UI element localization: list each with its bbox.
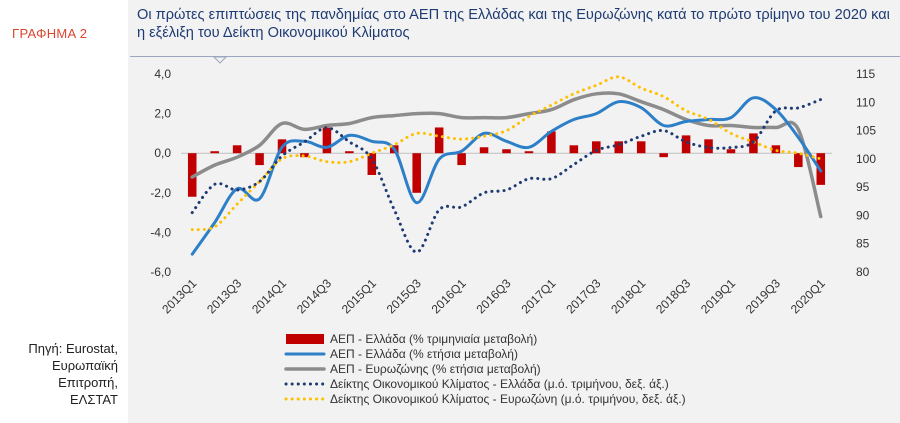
- y-left-tick-label: -4,0: [150, 225, 171, 239]
- bar-gdp-greece-qoq: [726, 149, 736, 154]
- x-tick-label: 2015Q1: [339, 276, 379, 316]
- title-callout-notch: [212, 56, 228, 64]
- y-left-tick-label: -6,0: [150, 265, 171, 279]
- bar-gdp-greece-qoq: [704, 139, 713, 154]
- figure-label: ΓΡΑΦΗΜΑ 2: [12, 26, 88, 41]
- x-tick-label: 2018Q1: [608, 276, 648, 316]
- bar-gdp-greece-qoq: [255, 153, 264, 166]
- x-tick-label: 2015Q3: [384, 276, 424, 316]
- x-tick-label: 2016Q3: [474, 276, 514, 316]
- y-right-tick-label: 115: [856, 67, 875, 81]
- bar-gdp-greece-qoq: [659, 153, 668, 158]
- y-right-tick-label: 105: [856, 124, 876, 138]
- bar-gdp-greece-qoq: [210, 151, 219, 154]
- x-tick-label: 2019Q1: [698, 276, 738, 316]
- x-tick-label: 2018Q3: [653, 276, 693, 316]
- y-left-tick-label: -2,0: [150, 186, 171, 200]
- bar-gdp-greece-qoq: [502, 149, 511, 154]
- bar-gdp-greece-qoq: [412, 153, 421, 193]
- chart-title: Οι πρώτες επιπτώσεις της πανδημίας στο Α…: [137, 7, 890, 41]
- source-note: Πηγή: Eurostat, Ευρωπαϊκή Επιτροπή, ΕΛΣΤ…: [28, 341, 118, 407]
- bar-gdp-greece-qoq: [232, 145, 242, 154]
- y-right-tick-label: 110: [856, 95, 875, 109]
- bar-gdp-greece-qoq: [345, 151, 354, 154]
- bar-gdp-greece-qoq: [681, 135, 691, 154]
- bar-gdp-greece-qoq: [569, 145, 579, 154]
- bar-gdp-greece-qoq: [322, 127, 332, 154]
- bar-gdp-greece-qoq: [592, 141, 601, 154]
- legend-swatch-gdp-greece-qoq: [286, 334, 324, 344]
- bar-gdp-greece-qoq: [457, 153, 466, 166]
- x-tick-label: 2017Q1: [518, 276, 558, 316]
- bar-gdp-greece-qoq: [434, 127, 444, 154]
- y-left-tick-label: 4,0: [154, 67, 171, 81]
- x-tick-label: 2014Q3: [294, 276, 334, 316]
- x-tick-label: 2013Q3: [204, 276, 244, 316]
- x-tick-label: 2016Q1: [429, 276, 469, 316]
- bar-gdp-greece-qoq: [614, 141, 624, 154]
- bar-gdp-greece-qoq: [547, 131, 556, 154]
- legend-label: ΑΕΠ - Ευρωζώνης (% ετήσια μεταβολή): [330, 362, 541, 376]
- x-tick-label: 2017Q3: [563, 276, 603, 316]
- title-divider: [130, 56, 900, 57]
- y-right-tick-label: 85: [856, 237, 870, 251]
- y-right-tick-label: 95: [856, 180, 870, 194]
- bar-gdp-greece-qoq: [771, 145, 781, 154]
- line-gdp-eurozone-yoy: [190, 91, 823, 219]
- x-tick-label: 2013Q1: [159, 276, 199, 316]
- bar-gdp-greece-qoq: [479, 147, 489, 154]
- bar-gdp-greece-qoq: [187, 153, 197, 197]
- y-right-tick-label: 90: [856, 208, 870, 222]
- bar-gdp-greece-qoq: [524, 151, 534, 154]
- chart-panel: [128, 0, 900, 423]
- combo-chart: 4,0 2,0 0,0 -2,0 -4,0 -6,0 115 110 105 100 95 90 85…: [150, 56, 876, 406]
- x-tick-label: 2019Q3: [743, 276, 783, 316]
- legend-label: Δείκτης Οικονομικού Κλίματος - Ελλάδα (μ…: [330, 377, 669, 391]
- bar-gdp-greece-qoq: [794, 153, 803, 168]
- y-left-tick-label: 0,0: [154, 146, 171, 160]
- y-left-tick-label: 2,0: [154, 107, 171, 121]
- x-tick-label: 2020Q1: [788, 276, 828, 316]
- x-tick-label: 2014Q1: [249, 276, 289, 316]
- y-right-tick-label: 80: [856, 265, 870, 279]
- line-gdp-greece-yoy: [190, 96, 823, 256]
- bar-gdp-greece-qoq: [636, 141, 646, 154]
- bar-gdp-greece-qoq: [367, 153, 377, 175]
- line-esi-eurozone: [190, 75, 823, 232]
- legend-label: ΑΕΠ - Ελλάδα (% τριμηνιαία μεταβολή): [330, 332, 537, 346]
- y-right-tick-label: 100: [856, 152, 876, 166]
- legend-label: ΑΕΠ - Ελλάδα (% ετήσια μεταβολή): [330, 347, 518, 361]
- side-column: ΓΡΑΦΗΜΑ 2 Πηγή: Eurostat, Ευρωπαϊκή Επιτ…: [0, 0, 122, 423]
- legend-label: Δείκτης Οικονομικού Κλίματος - Ευρωζώνη …: [330, 392, 686, 406]
